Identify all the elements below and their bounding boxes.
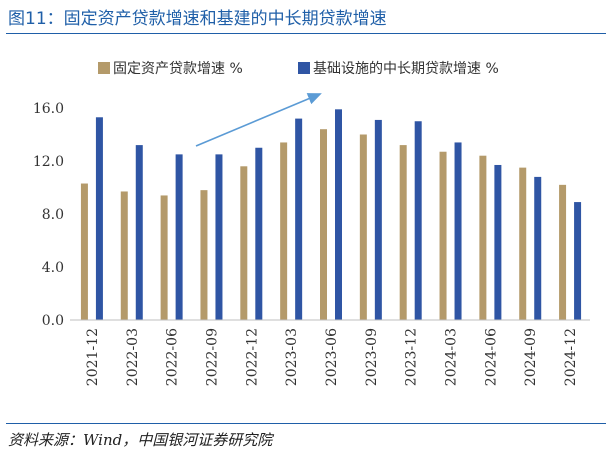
bar-series-b	[534, 176, 542, 320]
legend-label-series-b: 基础设施的中长期贷款增速 %	[313, 60, 499, 77]
legend-swatch-series-a	[98, 62, 110, 74]
bar-series-b	[454, 142, 462, 320]
bar-series-a	[320, 129, 327, 320]
source-divider	[6, 423, 606, 424]
bar-series-b	[335, 109, 342, 320]
y-tick-label: 0.0	[42, 313, 64, 329]
bar-series-b	[374, 119, 382, 320]
bar-series-b	[175, 154, 183, 320]
bar-series-b	[414, 121, 422, 320]
bar-series-a	[399, 145, 407, 320]
y-axis-ticks: 0.0 4.0 8.0 12.0 16.0	[33, 101, 64, 329]
x-tick-label: 2024-12	[563, 328, 579, 386]
x-tick-label: 2022-12	[244, 328, 260, 386]
x-tick-label: 2023-12	[404, 328, 420, 386]
bar-series-a	[240, 166, 248, 320]
bar-series-a	[160, 195, 168, 320]
y-tick-label: 12.0	[33, 154, 64, 170]
bar-series-b	[255, 147, 263, 320]
title-divider	[6, 33, 606, 34]
bar-series-b	[494, 164, 502, 320]
legend-label-series-a: 固定资产贷款增速 %	[113, 61, 243, 77]
legend-swatch-series-b	[298, 62, 310, 74]
x-tick-label: 2024-06	[483, 328, 499, 386]
figure-title: 图11：固定资产贷款增速和基建的中长期贷款增速	[8, 9, 387, 29]
x-tick-label: 2022-06	[165, 328, 181, 386]
x-tick-label: 2024-09	[523, 328, 539, 386]
bar-series-a	[200, 190, 208, 320]
bar-series-a	[519, 167, 527, 320]
x-tick-label: 2023-09	[364, 328, 380, 386]
bar-series-b	[574, 202, 582, 320]
bar-series-a	[359, 134, 367, 320]
source-note: 资料来源：Wind，中国银河证券研究院	[8, 431, 273, 449]
x-tick-label: 2021-12	[85, 328, 101, 386]
x-tick-label: 2023-03	[284, 328, 300, 386]
trend-arrow	[195, 93, 322, 147]
y-tick-label: 16.0	[33, 101, 64, 117]
y-tick-label: 8.0	[42, 207, 64, 223]
bar-series-b	[95, 117, 103, 321]
bar-series-b	[215, 154, 223, 320]
bar-series-a	[120, 191, 128, 320]
x-tick-label: 2022-03	[125, 328, 141, 386]
bar-series-a	[479, 155, 487, 320]
bar-series-a	[80, 183, 88, 320]
bar-series-a	[280, 142, 288, 320]
bar-series-a	[559, 184, 567, 320]
x-tick-label: 2022-09	[204, 328, 220, 386]
bar-series-b	[295, 118, 303, 320]
bar-series-a	[439, 151, 447, 320]
x-tick-label: 2023-06	[324, 328, 340, 386]
x-axis-ticks: 2021-12 2022-03 2022-06 2022-09 2022-12 2023-…	[85, 328, 579, 386]
chart-legend: 固定资产贷款增速 % 基础设施的中长期贷款增速 %	[98, 60, 499, 77]
bar-series-b	[135, 145, 143, 320]
y-tick-label: 4.0	[42, 260, 64, 276]
x-tick-label: 2024-03	[444, 328, 460, 386]
bars-group	[80, 109, 582, 321]
bar-chart: 固定资产贷款增速 % 基础设施的中长期贷款增速 % 0.0 4.0 8.0 12.0 1…	[33, 60, 590, 386]
